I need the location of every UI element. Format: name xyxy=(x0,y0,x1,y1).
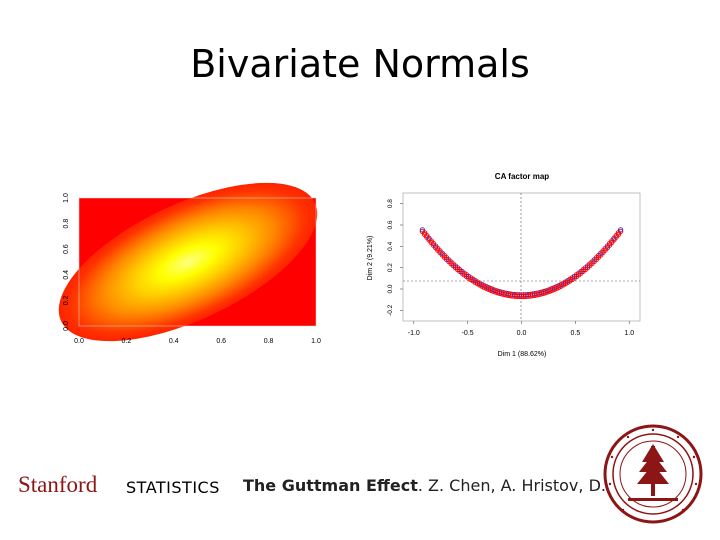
ca-y-tick: 0.4 xyxy=(387,241,394,250)
ca-y-tick: 0.6 xyxy=(387,220,394,229)
heatmap-y-tick: 0.8 xyxy=(63,219,70,229)
ca-x-tick: 1.0 xyxy=(624,330,634,337)
heatmap-y-axis: 0.0 0.2 0.4 0.6 0.8 1.0 xyxy=(63,193,70,331)
ca-x-axis: -1.0 -0.5 0.0 0.5 1.0 xyxy=(408,321,634,337)
heatmap-x-axis: 0.0 0.2 0.4 0.6 0.8 1.0 xyxy=(74,338,321,345)
heatmap-x-tick: 0.6 xyxy=(216,338,226,345)
heatmap-density xyxy=(58,182,318,342)
heatmap-y-tick: 0.6 xyxy=(63,244,70,254)
heatmap-y-tick: 0.4 xyxy=(63,270,70,280)
ca-frame xyxy=(402,192,641,322)
stanford-wordmark: Stanford xyxy=(18,472,98,497)
plots-canvas: 0.0 0.2 0.4 0.6 0.8 1.0 0.0 0.2 0.4 0.6 0.8 1.0 CA… xyxy=(58,172,641,358)
heatmap-x-tick: 0.4 xyxy=(169,338,179,345)
citation-authors: . Z. Chen, A. Hristov, D. Yi xyxy=(417,476,625,495)
heatmap-panel: 0.0 0.2 0.4 0.6 0.8 1.0 0.0 0.2 0.4 0.6 0.8 1.0 xyxy=(58,182,321,345)
statistics-wordmark: STATISTICS xyxy=(126,478,220,497)
heatmap-y-tick: 0.2 xyxy=(63,295,70,305)
ca-y-tick: -0.2 xyxy=(387,304,394,316)
ca-y-tick: 0.0 xyxy=(387,284,394,293)
slide-title: Bivariate Normals xyxy=(190,42,530,86)
ca-x-tick: -0.5 xyxy=(462,330,474,337)
heatmap-y-tick: 0.0 xyxy=(63,321,70,331)
ca-xlabel: Dim 1 (88.62%) xyxy=(498,351,547,358)
ca-points xyxy=(419,227,624,300)
ca-y-tick: 0.8 xyxy=(387,199,394,208)
ca-panel: CA factor map -1.0 -0.5 0.0 0.5 1.0 -0.2 0.0 0… xyxy=(367,172,641,358)
heatmap-y-tick: 1.0 xyxy=(63,193,70,203)
citation: The Guttman Effect. Z. Chen, A. Hristov,… xyxy=(243,476,625,495)
ca-title: CA factor map xyxy=(495,172,549,181)
ca-ylabel: Dim 2 (9.21%) xyxy=(367,236,374,281)
ca-y-tick: 0.2 xyxy=(387,263,394,272)
ca-point xyxy=(617,227,624,233)
heatmap-x-tick: 1.0 xyxy=(311,338,321,345)
ca-y-axis: -0.2 0.0 0.2 0.4 0.6 0.8 xyxy=(387,199,403,316)
heatmap-x-tick: 0.2 xyxy=(122,338,132,345)
ca-x-tick: 0.0 xyxy=(517,330,527,337)
ca-x-tick: 0.5 xyxy=(570,330,580,337)
heatmap-x-tick: 0.8 xyxy=(264,338,274,345)
ca-x-tick: -1.0 xyxy=(408,330,420,337)
stanford-seal-logo xyxy=(603,424,703,524)
citation-title: The Guttman Effect xyxy=(243,476,418,495)
heatmap-x-tick: 0.0 xyxy=(74,338,84,345)
